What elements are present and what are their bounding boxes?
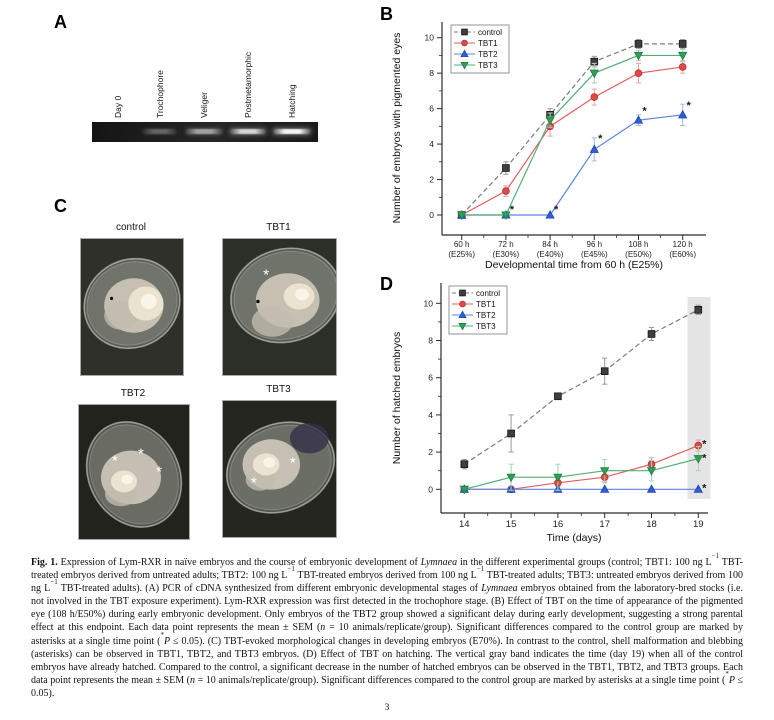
significance-asterisk: * <box>642 105 647 117</box>
significance-asterisk: * <box>702 453 707 465</box>
micrograph-control <box>80 238 184 376</box>
gel-lane-label: Trochophore <box>154 70 165 118</box>
blebbing-asterisk: * <box>290 455 296 472</box>
highlight-band <box>687 297 711 499</box>
gel-band <box>186 129 222 134</box>
significance-asterisk: * <box>702 482 707 494</box>
gel-band <box>273 129 311 134</box>
svg-text:(E50%): (E50%) <box>625 250 652 259</box>
page-number: 3 <box>384 703 390 713</box>
svg-text:TBT2: TBT2 <box>476 311 496 320</box>
gel-lane-label: Veliger <box>199 92 209 118</box>
svg-text:TBT2: TBT2 <box>478 50 498 59</box>
svg-text:96 h: 96 h <box>587 240 603 249</box>
svg-text:TBT1: TBT1 <box>478 39 498 48</box>
svg-text:Developmental time from 60 h (: Developmental time from 60 h (E25%) <box>485 259 663 271</box>
svg-text:10: 10 <box>425 33 435 43</box>
svg-text:15: 15 <box>506 519 517 530</box>
svg-text:72 h: 72 h <box>498 240 514 249</box>
svg-text:84 h: 84 h <box>542 240 558 249</box>
svg-text:17: 17 <box>599 519 610 530</box>
micrograph-tbt2: * * * <box>78 404 190 540</box>
blebbing-asterisk: * <box>112 453 118 470</box>
blebbing-asterisk: * <box>138 446 144 463</box>
svg-text:6: 6 <box>429 104 434 114</box>
series-TBT3 <box>459 446 703 495</box>
svg-text:19: 19 <box>693 519 704 530</box>
svg-text:control: control <box>476 289 500 298</box>
svg-text:(E60%): (E60%) <box>669 250 696 259</box>
svg-text:(E40%): (E40%) <box>537 250 564 259</box>
micrograph-label-control: control <box>115 222 146 233</box>
svg-text:4: 4 <box>429 139 434 149</box>
svg-text:10: 10 <box>424 298 434 308</box>
micrograph-label-tbt2: TBT2 <box>120 388 146 399</box>
svg-text:TBT1: TBT1 <box>476 300 496 309</box>
series-TBT2 <box>459 484 703 493</box>
svg-text:(E30%): (E30%) <box>493 250 520 259</box>
svg-text:Number of embryos with pigment: Number of embryos with pigmented eyes <box>391 33 403 224</box>
svg-text:2: 2 <box>428 447 433 457</box>
svg-text:18: 18 <box>646 519 657 530</box>
svg-text:Number of hatched embryos: Number of hatched embryos <box>391 332 403 464</box>
gel-lane-label: Postmetamorphic <box>243 51 253 118</box>
svg-text:0: 0 <box>428 484 433 494</box>
significance-asterisk: * <box>702 439 707 451</box>
chart-pigmented-eyes: 0 2 4 6 8 10 60 h(E25%) 72 h(E30%) 84 h(E40%) 96 … <box>391 22 706 271</box>
series-TBT2 <box>457 103 688 219</box>
micrograph-tbt1: * <box>222 238 337 376</box>
svg-text:Time (days): Time (days) <box>546 532 601 544</box>
micrograph-tbt3: ** <box>222 400 337 538</box>
gel-band <box>230 129 266 134</box>
figure-caption: Fig. 1. Expression of Lym-RXR in naïve e… <box>31 552 744 699</box>
blebbing-asterisk: * <box>251 475 257 492</box>
panel-d-letter: D <box>380 274 393 294</box>
svg-text:14: 14 <box>459 519 470 530</box>
svg-text:16: 16 <box>553 519 564 530</box>
gel-band <box>143 129 176 134</box>
blebbing-asterisk: * <box>156 464 162 481</box>
gel-lane-label: Hatching <box>287 84 297 118</box>
significance-asterisk: * <box>510 204 515 216</box>
series-TBT1 <box>460 439 703 494</box>
micrograph-label-tbt3: TBT3 <box>266 384 291 395</box>
panel-b-letter: B <box>380 4 393 24</box>
svg-text:TBT3: TBT3 <box>478 61 498 70</box>
svg-text:8: 8 <box>428 336 433 346</box>
svg-text:120 h: 120 h <box>673 240 693 249</box>
svg-text:0: 0 <box>429 210 434 220</box>
blebbing-asterisk: * <box>263 266 269 283</box>
svg-text:2: 2 <box>429 175 434 185</box>
series-control <box>460 304 703 470</box>
gel-image <box>92 122 318 142</box>
significance-asterisk: * <box>554 204 559 216</box>
svg-text:(E25%): (E25%) <box>448 250 475 259</box>
svg-text:4: 4 <box>428 410 433 420</box>
significance-asterisk: * <box>687 100 692 112</box>
svg-text:control: control <box>478 28 502 37</box>
svg-text:6: 6 <box>428 373 433 383</box>
svg-text:(E45%): (E45%) <box>581 250 608 259</box>
gel-lane-label: Day 0 <box>113 95 123 118</box>
micrograph-label-tbt1: TBT1 <box>266 222 291 233</box>
panel-c-letter: C <box>54 196 67 216</box>
svg-text:108 h: 108 h <box>628 240 648 249</box>
panel-a-letter: A <box>54 12 67 32</box>
series-TBT1 <box>457 60 687 219</box>
series-TBT3 <box>457 48 688 221</box>
chart-hatched-embryos: 0 2 4 6 8 10 14 15 16 17 18 19 * * * control TBT1 TBT2 TBT… <box>391 283 711 544</box>
significance-asterisk: * <box>598 133 603 145</box>
svg-text:8: 8 <box>429 68 434 78</box>
svg-text:60 h: 60 h <box>454 240 470 249</box>
svg-text:TBT3: TBT3 <box>476 322 496 331</box>
